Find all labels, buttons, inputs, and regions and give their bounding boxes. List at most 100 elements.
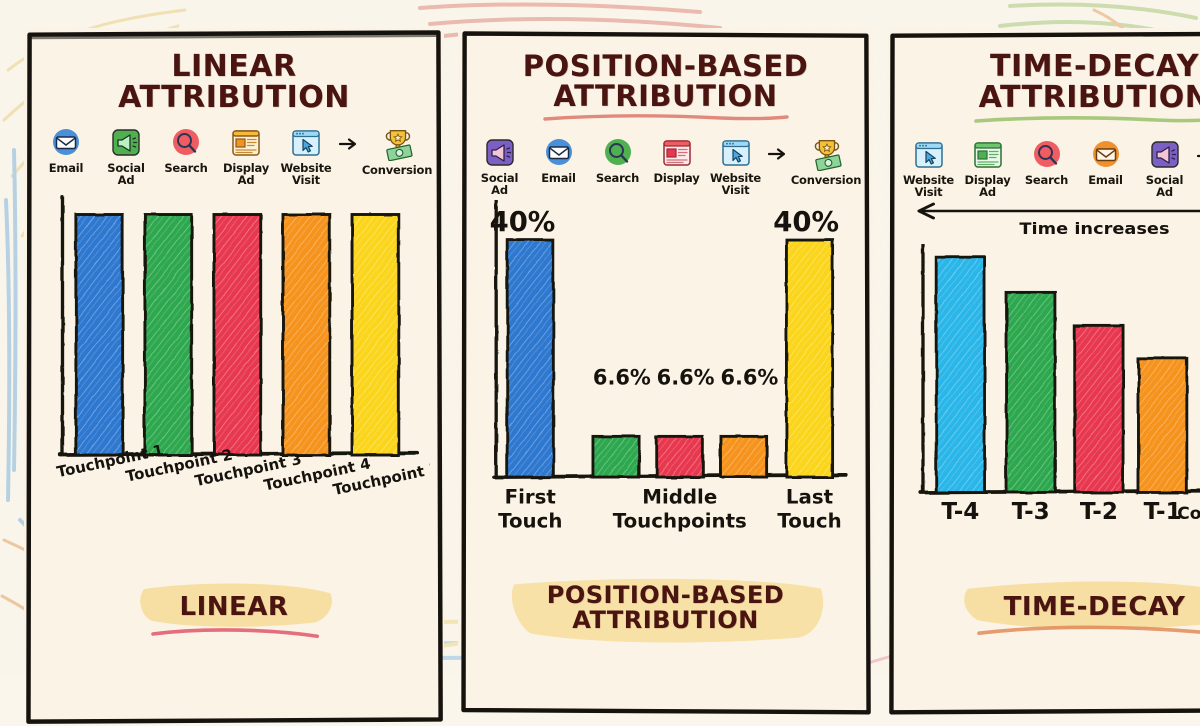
browser-cursor-icon <box>720 137 752 169</box>
bar-value-label: 40% <box>773 206 839 238</box>
journey-step-search[interactable]: Search <box>158 127 214 174</box>
panel-footer-position-based: POSITION-BASED ATTRIBUTION <box>470 571 861 645</box>
arrow-right-icon <box>768 146 788 162</box>
panel-title-line2: ATTRIBUTION <box>470 82 861 112</box>
time-axis-annotation: Time increases <box>899 200 1200 240</box>
x-tick-label: First <box>505 486 556 509</box>
journey-step-label: Email <box>1088 174 1122 186</box>
chart-linear: Touchpoint 1 Touchpoint 2 Touchpoint 3 T… <box>38 190 430 571</box>
footer-label-line1: POSITION-BASED <box>547 583 784 608</box>
journey-step-conversion[interactable]: Conversion <box>364 127 430 176</box>
trophy-money-icon <box>378 127 416 161</box>
panel-linear-attribution: LINEAR ATTRIBUTION Email <box>24 28 444 653</box>
x-tick-label: Conversion <box>1177 504 1200 524</box>
title-underline-squiggle <box>541 113 791 123</box>
x-tick-label: T-1 <box>1144 499 1182 525</box>
journey-step-label: Search <box>1025 174 1068 186</box>
arrow-right-icon <box>339 136 359 152</box>
x-tick-label: Middle <box>642 486 717 509</box>
browser-cursor-icon <box>913 139 945 171</box>
journey-step-label: Conversion <box>362 164 432 176</box>
journey-step-email[interactable]: Email <box>38 127 94 174</box>
chart-position-based: 40% 6.6% 6.6% 6.6% 40% <box>472 200 859 571</box>
panel-title-line2: ATTRIBUTION <box>36 83 432 114</box>
bar-value-label: 40% <box>490 206 556 238</box>
footer-label: TIME-DECAY <box>1004 594 1186 621</box>
trophy-money-icon <box>807 137 845 171</box>
journey-step-label: Display <box>653 172 699 184</box>
panel-title-linear: LINEAR ATTRIBUTION <box>36 52 432 113</box>
browser-ad-icon <box>972 139 1004 171</box>
email-icon <box>1090 139 1122 171</box>
footer-label: LINEAR <box>180 594 289 621</box>
magnifier-icon <box>170 127 202 159</box>
journey-arrow <box>767 137 789 171</box>
panel-title-line1: LINEAR <box>36 52 432 83</box>
journey-arrow <box>1196 139 1200 173</box>
bar-value-label: 6.6% <box>657 366 715 390</box>
megaphone-icon <box>110 127 142 159</box>
panel-title-line1: TIME-DECAY <box>899 52 1200 83</box>
panel-footer-time-decay: TIME-DECAY <box>899 571 1200 645</box>
journey-step-label: Search <box>596 172 639 184</box>
browser-cursor-icon <box>290 127 322 159</box>
megaphone-icon <box>484 137 516 169</box>
panel-footer-linear: LINEAR <box>36 571 432 645</box>
bar-value-label: 6.6% <box>720 366 778 390</box>
x-tick-label: T-4 <box>941 499 979 525</box>
x-tick-label: Touchpoints <box>613 510 747 533</box>
x-tick-label: T-3 <box>1012 499 1050 525</box>
browser-ad-icon <box>661 137 693 169</box>
journey-step-search[interactable]: Search <box>1019 139 1074 186</box>
x-tick-label: T-2 <box>1080 499 1118 525</box>
email-icon <box>50 127 82 159</box>
journey-step-label: Conversion <box>791 174 861 186</box>
infographic-board: LINEAR ATTRIBUTION Email <box>0 0 1200 675</box>
journey-step-label: Email <box>49 162 83 174</box>
journey-step-search[interactable]: Search <box>590 137 645 184</box>
panel-title-line2: ATTRIBUTION <box>899 83 1200 114</box>
panel-title-time-decay: TIME-DECAY ATTRIBUTION <box>899 52 1200 113</box>
x-tick-label: Touch <box>498 510 562 533</box>
journey-step-email[interactable]: Email <box>1078 139 1133 186</box>
footer-label: POSITION-BASED ATTRIBUTION <box>547 583 784 633</box>
panel-title-position-based: POSITION-BASED ATTRIBUTION <box>470 52 861 111</box>
journey-step-email[interactable]: Email <box>531 137 586 184</box>
browser-ad-icon <box>230 127 262 159</box>
time-axis-label: Time increases <box>1019 219 1169 238</box>
journey-step-label: Email <box>541 172 575 184</box>
journey-step-label: Search <box>164 162 207 174</box>
journey-step-conversion[interactable]: Conversion <box>793 137 859 186</box>
x-tick-label: Last <box>786 486 833 509</box>
email-icon <box>543 137 575 169</box>
title-underline-squiggle <box>970 115 1200 125</box>
x-tick-label: Touch <box>777 510 841 533</box>
bar-value-label: 6.6% <box>593 366 651 390</box>
journey-step-display[interactable]: Display <box>649 137 704 184</box>
chart-time-decay: T-4 T-3 T-2 T-1 Conversion <box>901 244 1200 571</box>
magnifier-icon <box>1031 139 1063 171</box>
magnifier-icon <box>602 137 634 169</box>
megaphone-icon <box>1149 139 1181 171</box>
